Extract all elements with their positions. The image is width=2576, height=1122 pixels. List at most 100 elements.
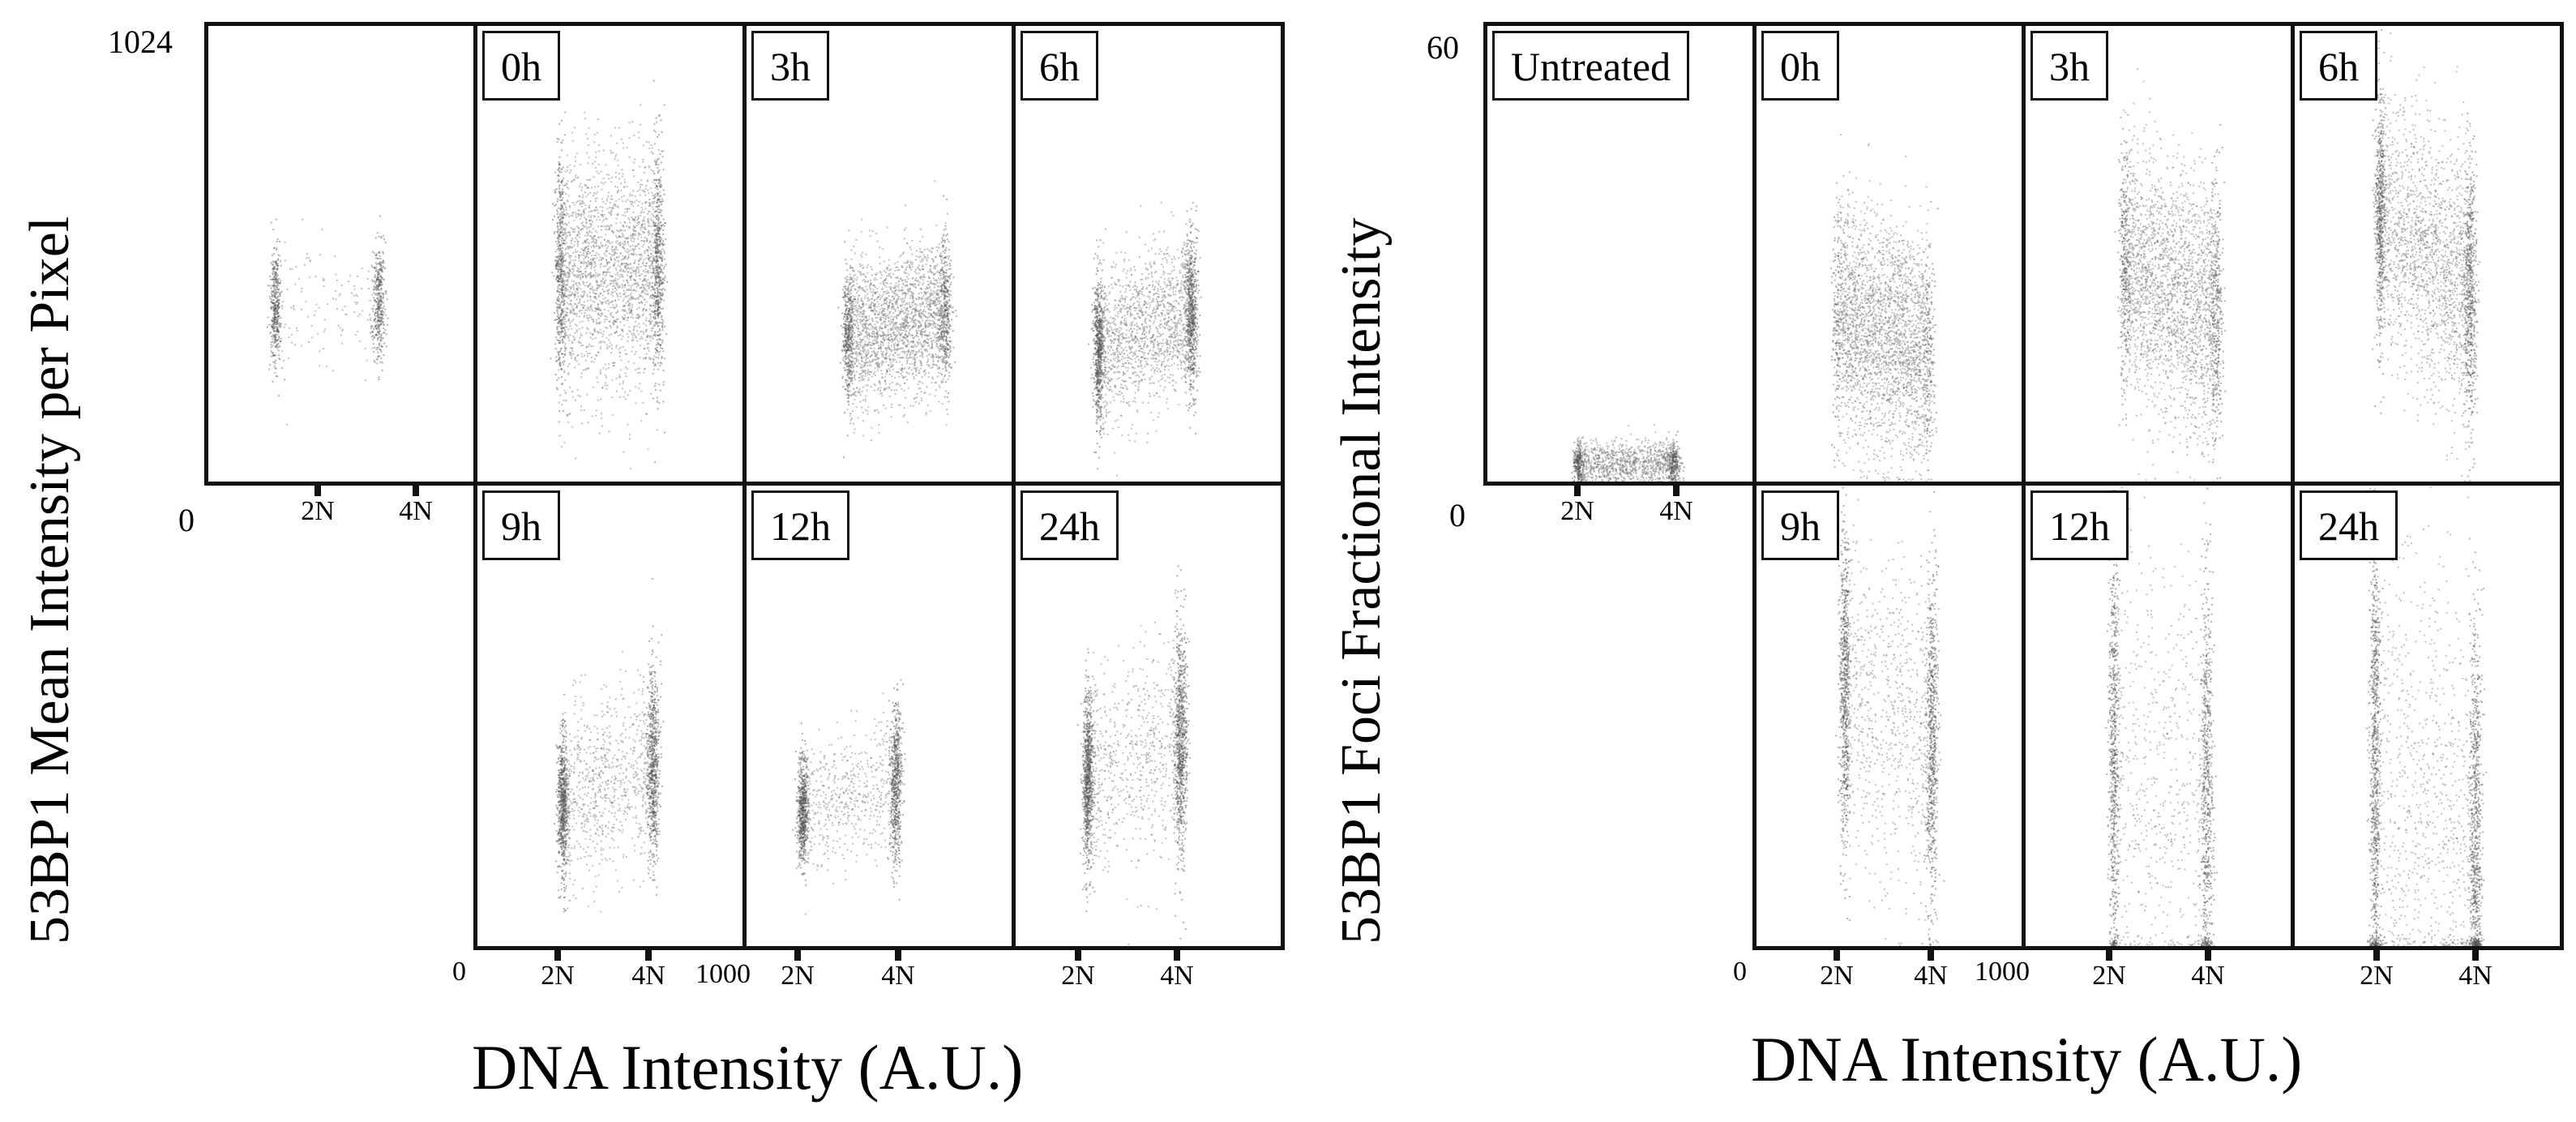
scatter-point <box>870 310 872 312</box>
scatter-point <box>868 341 871 343</box>
scatter-point <box>614 306 616 309</box>
scatter-point <box>638 270 640 272</box>
scatter-point <box>573 178 576 181</box>
scatter-point <box>657 235 660 238</box>
scatter-point <box>653 316 655 318</box>
scatter-point <box>581 272 584 275</box>
scatter-point <box>655 184 657 186</box>
scatter-point <box>618 270 621 272</box>
scatter-point <box>587 245 589 247</box>
scatter-point <box>944 256 947 259</box>
scatter-point <box>914 326 916 328</box>
scatter-point <box>277 331 280 333</box>
scatter-point <box>856 343 858 345</box>
scatter-point <box>888 312 891 315</box>
scatter-point <box>897 383 900 385</box>
scatter-point <box>922 309 925 311</box>
scatter-point <box>376 263 379 265</box>
scatter-point <box>647 279 649 281</box>
scatter-point <box>584 118 586 120</box>
scatter-point <box>595 245 597 247</box>
scatter-point <box>645 317 648 319</box>
scatter-point <box>657 342 660 345</box>
scatter-point <box>378 323 380 326</box>
scatter-point <box>571 311 573 314</box>
scatter-point <box>633 279 635 281</box>
scatter-point <box>618 242 620 245</box>
scatter-point <box>272 328 274 330</box>
scatter-point <box>584 208 587 210</box>
scatter-point <box>270 331 272 333</box>
scatter-point <box>581 327 584 329</box>
scatter-point <box>645 328 648 331</box>
scatter-point <box>558 291 561 293</box>
scatter-point <box>638 260 640 263</box>
scatter-point <box>643 259 645 261</box>
scatter-point <box>568 275 571 277</box>
scatter-point <box>661 184 663 186</box>
scatter-point <box>661 198 663 200</box>
scatter-point <box>643 348 645 350</box>
scatter-point <box>561 323 563 325</box>
scatter-point <box>657 256 659 259</box>
scatter-point <box>586 252 588 255</box>
scatter-point <box>383 311 385 314</box>
scatter-point <box>932 261 935 263</box>
scatter-point <box>581 296 584 298</box>
scatter-point <box>381 337 383 340</box>
scatter-point <box>567 187 570 190</box>
scatter-point <box>625 296 627 298</box>
scatter-point <box>657 172 660 174</box>
scatter-point <box>558 401 560 404</box>
scatter-point <box>614 248 616 251</box>
scatter-point <box>580 304 582 306</box>
scatter-point <box>943 276 945 279</box>
scatter-point <box>617 264 619 267</box>
scatter-point <box>656 272 658 273</box>
scatter-point <box>654 159 657 161</box>
scatter-point <box>623 263 625 265</box>
scatter-point <box>640 186 642 188</box>
scatter-point <box>378 379 380 380</box>
scatter-point <box>657 115 660 117</box>
scatter-point <box>567 365 569 367</box>
scatter-point <box>654 302 657 304</box>
scatter-point <box>876 301 879 303</box>
scatter-point <box>653 289 655 291</box>
scatter-point <box>609 283 611 285</box>
scatter-point <box>279 282 280 285</box>
scatter-point <box>602 216 605 218</box>
scatter-point <box>568 268 571 271</box>
scatter-point <box>382 321 384 323</box>
scatter-point <box>637 317 639 319</box>
scatter-point <box>948 285 951 288</box>
scatter-point <box>649 304 652 306</box>
scatter-point <box>560 293 562 296</box>
scatter-point <box>276 330 279 332</box>
scatter-point <box>322 277 324 280</box>
scatter-point <box>879 282 882 285</box>
scatter-point <box>654 315 657 317</box>
scatter-point <box>382 315 384 317</box>
scatter-point <box>948 312 950 315</box>
scatter-point <box>580 266 582 268</box>
scatter-point <box>314 314 315 316</box>
scatter-point <box>619 346 622 349</box>
scatter-point <box>580 372 583 375</box>
scatter-point <box>597 164 600 165</box>
scatter-point <box>647 231 649 233</box>
scatter-point <box>273 302 276 305</box>
scatter-point <box>645 201 648 203</box>
scatter-point <box>370 327 373 329</box>
scatter-point <box>589 305 592 307</box>
scatter-point <box>558 162 561 165</box>
scatter-point <box>589 235 592 238</box>
scatter-point <box>565 276 567 278</box>
scatter-point <box>643 332 644 335</box>
scatter-point <box>379 297 382 299</box>
scatter-point <box>562 257 564 259</box>
scatter-point <box>609 320 611 323</box>
scatter-point <box>640 225 643 227</box>
scatter-point <box>661 341 664 344</box>
scatter-point <box>561 273 563 276</box>
